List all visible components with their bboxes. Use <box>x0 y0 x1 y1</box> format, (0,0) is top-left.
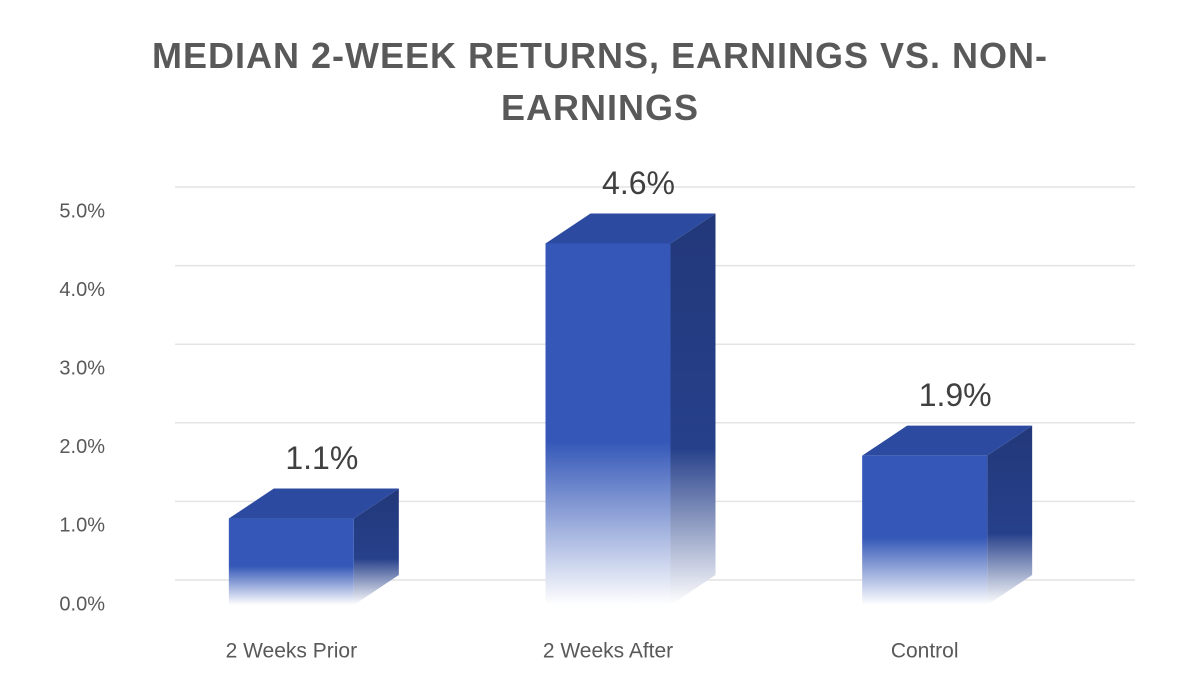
bar-top <box>545 213 716 244</box>
bar <box>545 243 671 605</box>
bar-top <box>228 488 399 519</box>
bar-side <box>987 425 1033 605</box>
value-label: 1.9% <box>919 377 992 413</box>
y-tick-label: 1.0% <box>59 515 105 537</box>
y-tick-label: 4.0% <box>59 279 105 301</box>
y-tick-label: 3.0% <box>59 357 105 379</box>
chart-title: MEDIAN 2-WEEK RETURNS, EARNINGS VS. NON-… <box>151 35 1049 128</box>
y-tick-label: 0.0% <box>59 593 105 615</box>
x-tick-label: Control <box>891 640 959 663</box>
y-tick-label: 5.0% <box>59 200 105 222</box>
bar <box>862 455 988 605</box>
x-tick-label: 2 Weeks Prior <box>226 640 358 663</box>
x-tick-label: 2 Weeks After <box>543 640 673 663</box>
value-label: 1.1% <box>285 440 358 476</box>
bar <box>228 518 354 605</box>
bar-top <box>862 425 1033 456</box>
bar-side <box>353 488 399 605</box>
y-tick-label: 2.0% <box>59 436 105 458</box>
bar-side <box>670 213 716 605</box>
value-label: 4.6% <box>602 165 675 201</box>
